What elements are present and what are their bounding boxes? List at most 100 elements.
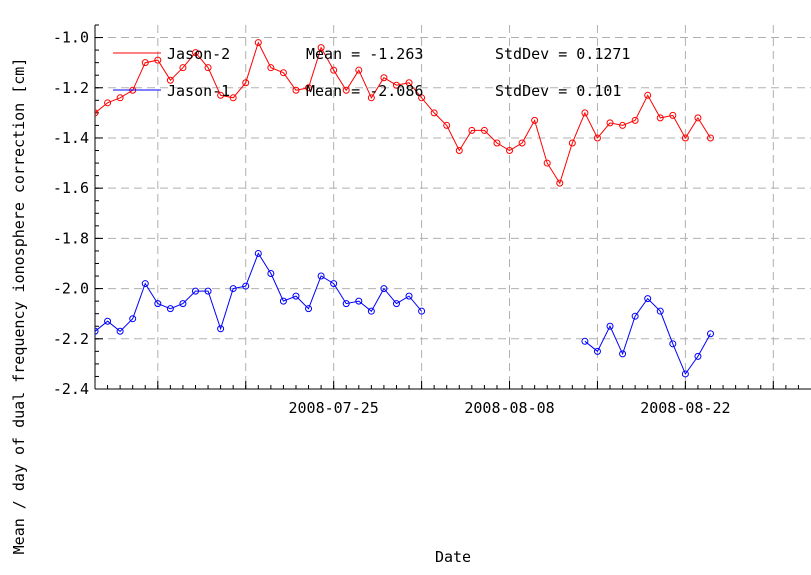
data-point-jason-1 (380, 285, 388, 293)
data-point-jason-2 (95, 109, 99, 117)
data-point-jason-2 (279, 69, 287, 77)
data-point-jason-2 (619, 121, 627, 129)
legend-label-jason-1: Jason-1 (167, 82, 230, 100)
y-axis-title: Mean / day of dual frequency ionosphere … (10, 58, 28, 555)
data-point-jason-2 (593, 134, 601, 142)
data-point-jason-1 (707, 330, 715, 338)
data-point-jason-2 (392, 81, 400, 89)
x-tick-label: 2008-08-22 (640, 399, 730, 417)
legend-std-jason-2: StdDev = 0.1271 (495, 45, 630, 63)
data-point-jason-1 (267, 270, 275, 278)
data-point-jason-2 (480, 126, 488, 134)
data-point-jason-2 (506, 147, 514, 155)
data-point-jason-2 (430, 109, 438, 117)
y-tick-label: -1.2 (53, 79, 89, 97)
data-point-jason-2 (267, 64, 275, 72)
data-point-jason-1 (116, 327, 124, 335)
data-point-jason-2 (166, 76, 174, 84)
data-point-jason-2 (644, 91, 652, 99)
data-point-jason-2 (531, 116, 539, 124)
series-layer (95, 39, 715, 378)
data-point-jason-1 (229, 285, 237, 293)
data-point-jason-2 (707, 134, 715, 142)
data-point-jason-2 (606, 119, 614, 127)
legend-std-jason-1: StdDev = 0.101 (495, 82, 621, 100)
grid (95, 25, 811, 390)
data-point-jason-1 (154, 300, 162, 308)
data-point-jason-1 (631, 312, 639, 320)
data-point-jason-2 (104, 99, 112, 107)
legend-mean-jason-1: Mean = -2.086 (306, 82, 423, 100)
data-point-jason-1 (669, 340, 677, 348)
data-point-jason-2 (380, 74, 388, 82)
data-point-jason-2 (455, 147, 463, 155)
y-tick-label: -1.8 (53, 229, 89, 247)
series-line-jason-1 (584, 297, 711, 375)
data-point-jason-2 (694, 114, 702, 122)
data-point-jason-1 (330, 280, 338, 288)
data-point-jason-2 (556, 179, 564, 187)
data-point-jason-2 (154, 56, 162, 64)
data-point-jason-2 (179, 64, 187, 72)
x-tick-label: 2008-08-08 (464, 399, 554, 417)
data-point-jason-2 (493, 139, 501, 147)
data-point-jason-1 (141, 280, 149, 288)
data-point-jason-1 (204, 287, 212, 295)
y-tick-label: -1.0 (53, 29, 89, 47)
axes: -1.0 -1.2 -1.4 -1.6 -1.8 -2.0 -2.2 -2.4 2008-07-… (53, 24, 811, 417)
data-point-jason-2 (229, 94, 237, 102)
data-point-jason-1 (606, 322, 614, 330)
y-tick-label: -2.0 (53, 280, 89, 298)
data-point-jason-2 (342, 86, 350, 94)
legend: Jason-2 Mean = -1.263 StdDev = 0.1271 Ja… (113, 45, 630, 100)
data-point-jason-1 (242, 282, 250, 290)
data-point-jason-1 (367, 307, 375, 315)
data-point-jason-1 (292, 292, 300, 300)
data-point-jason-1 (279, 297, 287, 305)
data-point-jason-2 (405, 79, 413, 87)
data-point-jason-2 (681, 134, 689, 142)
data-point-jason-1 (129, 315, 137, 323)
x-tick-label: 2008-07-25 (289, 399, 379, 417)
data-point-jason-2 (367, 94, 375, 102)
data-point-jason-1 (644, 295, 652, 303)
data-point-jason-2 (305, 84, 313, 92)
data-point-jason-2 (543, 159, 551, 167)
data-point-jason-2 (141, 59, 149, 67)
data-point-jason-1 (619, 350, 627, 358)
data-point-jason-1 (355, 297, 363, 305)
y-tick-label: -2.4 (53, 380, 89, 398)
series-line-jason-2 (95, 41, 711, 185)
data-point-jason-1 (694, 352, 702, 360)
data-point-jason-1 (95, 327, 99, 335)
data-point-jason-1 (342, 300, 350, 308)
series-line-jason-1 (95, 252, 422, 332)
data-point-jason-2 (355, 66, 363, 74)
data-point-jason-2 (468, 126, 476, 134)
data-point-jason-1 (593, 347, 601, 355)
data-point-jason-1 (405, 292, 413, 300)
y-tick-label: -1.6 (53, 179, 89, 197)
data-point-jason-1 (317, 272, 325, 280)
data-point-jason-1 (166, 305, 174, 313)
data-point-jason-2 (204, 64, 212, 72)
data-point-jason-1 (217, 325, 225, 333)
data-point-jason-1 (179, 300, 187, 308)
x-axis-title: Date (435, 548, 471, 566)
data-point-jason-1 (392, 300, 400, 308)
data-point-jason-1 (656, 307, 664, 315)
data-point-jason-2 (656, 114, 664, 122)
data-point-jason-2 (242, 79, 250, 87)
y-tick-label: -2.2 (53, 330, 89, 348)
legend-mean-jason-2: Mean = -1.263 (306, 45, 423, 63)
data-point-jason-2 (191, 49, 199, 57)
data-point-jason-2 (330, 66, 338, 74)
data-point-jason-2 (631, 116, 639, 124)
data-point-jason-1 (305, 305, 313, 313)
data-point-jason-2 (418, 94, 426, 102)
data-point-jason-1 (681, 370, 689, 378)
data-point-jason-2 (217, 91, 225, 99)
data-point-jason-2 (254, 39, 262, 47)
